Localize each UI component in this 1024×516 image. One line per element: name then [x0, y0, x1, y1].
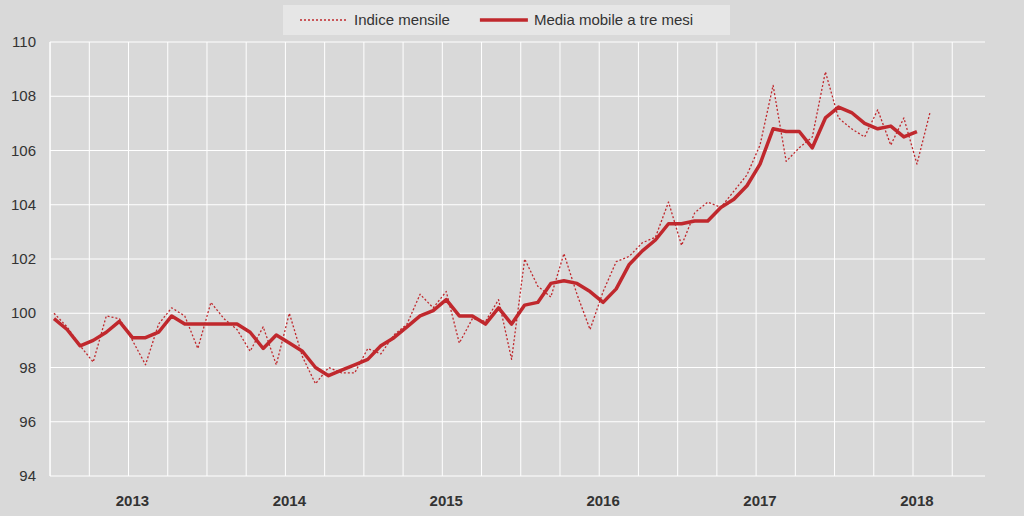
legend-swatch	[480, 18, 528, 22]
plot-lines	[54, 72, 930, 384]
y-grid-line	[50, 421, 985, 422]
legend-swatch	[300, 19, 348, 20]
y-tick-label: 100	[11, 304, 36, 321]
y-grid-line	[50, 96, 985, 97]
x-tick-label: 2018	[900, 492, 933, 509]
y-grid-line	[50, 259, 985, 260]
y-tick-label: 102	[11, 250, 36, 267]
x-tick-label: 2017	[743, 492, 776, 509]
series-line	[54, 107, 917, 376]
legend-label: Media mobile a tre mesi	[534, 11, 693, 28]
legend: Indice mensile Media mobile a tre mesi	[283, 5, 730, 35]
x-tick-label: 2014	[273, 492, 307, 509]
y-tick-label: 108	[11, 87, 36, 104]
y-grid-line	[50, 476, 985, 477]
legend-box	[283, 5, 730, 35]
y-tick-label: 96	[19, 413, 36, 430]
y-grid-line	[50, 150, 985, 151]
x-grid-line	[50, 42, 51, 476]
legend-label: Indice mensile	[354, 11, 450, 28]
y-grid-line	[50, 204, 985, 205]
y-tick-label: 110	[12, 33, 36, 50]
series-line	[54, 72, 930, 384]
x-tick-label: 2016	[586, 492, 619, 509]
chart: 94 96 98 100 102 104 106 108 110 2013 2014 2015 2016…	[0, 0, 1024, 516]
y-axis-line	[50, 42, 51, 476]
y-grid-line	[50, 42, 985, 43]
y-grid-line	[50, 367, 985, 368]
y-tick-label: 104	[11, 196, 36, 213]
background	[0, 0, 1024, 516]
x-tick-label: 2013	[116, 492, 149, 509]
y-tick-label: 94	[19, 467, 36, 484]
y-tick-label: 106	[11, 142, 36, 159]
x-tick-label: 2015	[430, 492, 463, 509]
y-tick-label: 98	[19, 359, 36, 376]
